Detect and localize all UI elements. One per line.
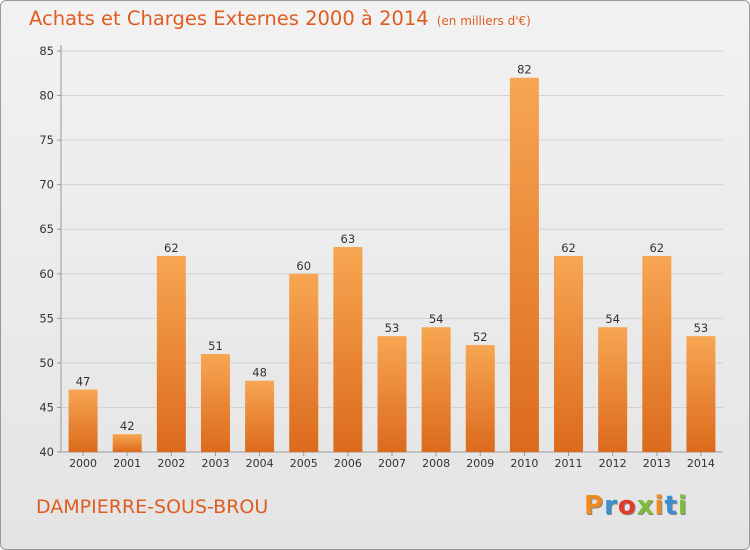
data-labels: 47 42 62 51 48 60 63 53 54 52 82 62 54 62 53 <box>76 63 709 433</box>
logo-letter: t <box>664 491 678 521</box>
city-name: DAMPIERRE-SOUS-BROU <box>36 496 269 518</box>
bar <box>68 389 98 452</box>
bar-value-label: 48 <box>252 366 267 380</box>
bar-value-label: 51 <box>208 339 223 353</box>
logo-letter: r <box>604 491 618 521</box>
bar <box>421 327 451 452</box>
chart-title: Achats et Charges Externes 2000 à 2014 (e… <box>29 7 531 30</box>
y-tick-label: 45 <box>39 400 54 414</box>
x-tick-label: 2002 <box>157 457 185 470</box>
chart-title-text: Achats et Charges Externes 2000 à 2014 <box>29 7 429 30</box>
y-tick-label: 50 <box>39 356 54 370</box>
x-tick-label: 2009 <box>466 457 494 470</box>
y-tick-label: 40 <box>39 445 54 459</box>
bar <box>377 336 407 452</box>
bar <box>686 336 716 452</box>
bar-value-label: 62 <box>649 241 664 255</box>
x-tick-label: 2012 <box>599 457 627 470</box>
bar-value-label: 60 <box>296 259 311 273</box>
x-tick-label: 2007 <box>378 457 406 470</box>
bars <box>68 77 716 452</box>
bar-value-label: 47 <box>76 375 91 389</box>
bar <box>598 327 628 452</box>
x-tick-label: 2003 <box>201 457 229 470</box>
bar-value-label: 42 <box>120 419 135 433</box>
x-tick-label: 2013 <box>643 457 671 470</box>
bar-value-label: 62 <box>164 241 179 255</box>
y-tick-label: 80 <box>39 89 54 103</box>
logo-letter: o <box>617 491 637 521</box>
bar-value-label: 54 <box>429 312 444 326</box>
chart-subtitle: (en milliers d'€) <box>436 14 531 28</box>
x-tick-label: 2001 <box>113 457 141 470</box>
bar-value-label: 82 <box>517 63 532 77</box>
bar-value-label: 63 <box>341 232 356 246</box>
bar <box>333 247 363 452</box>
logo-letter: P <box>584 491 605 521</box>
bar-value-label: 54 <box>605 312 620 326</box>
x-tick-label: 2014 <box>687 457 715 470</box>
bar <box>465 345 495 452</box>
bar <box>112 434 142 452</box>
x-tick-label: 2010 <box>510 457 538 470</box>
logo-letter: i <box>677 491 688 521</box>
bar-value-label: 53 <box>694 321 709 335</box>
x-tick-label: 2008 <box>422 457 450 470</box>
bar-value-label: 52 <box>473 330 488 344</box>
y-tick-label: 55 <box>39 311 54 325</box>
y-tick-label: 75 <box>39 133 54 147</box>
logo-letter: i <box>654 491 665 521</box>
bar-value-label: 62 <box>561 241 576 255</box>
x-tick-label: 2006 <box>334 457 362 470</box>
bar <box>509 77 539 452</box>
x-tick-label: 2004 <box>246 457 274 470</box>
y-tick-label: 65 <box>39 222 54 236</box>
logo-letter: x <box>636 491 655 521</box>
bar <box>289 273 319 452</box>
bar <box>200 353 230 452</box>
x-tick-label: 2005 <box>290 457 318 470</box>
bar <box>156 255 186 452</box>
x-tick-label: 2000 <box>69 457 97 470</box>
x-tick-label: 2011 <box>555 457 583 470</box>
y-tick-label: 85 <box>39 44 54 58</box>
bar <box>245 380 275 452</box>
proxiti-logo[interactable]: Proxiti <box>584 491 688 521</box>
bar-value-label: 53 <box>385 321 400 335</box>
y-tick-label: 60 <box>39 267 54 281</box>
y-tick-label: 70 <box>39 178 54 192</box>
bar <box>554 255 584 452</box>
bar <box>642 255 672 452</box>
